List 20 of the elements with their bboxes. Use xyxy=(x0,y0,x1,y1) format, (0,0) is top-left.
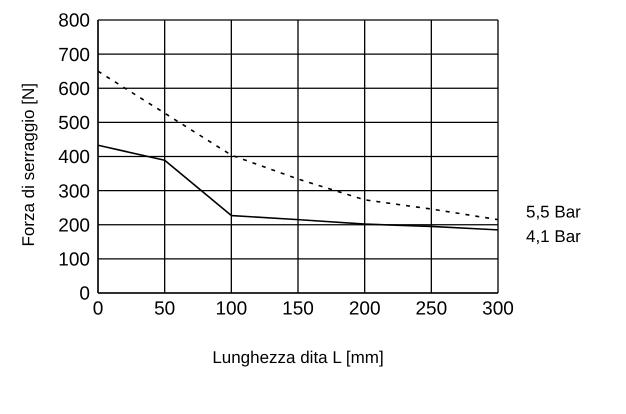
y-tick-label: 400 xyxy=(58,147,90,168)
y-tick-label: 500 xyxy=(58,113,90,134)
y-tick-label: 300 xyxy=(58,181,90,202)
x-tick-label: 50 xyxy=(154,298,176,320)
x-axis-title: Lunghezza dita L [mm] xyxy=(212,348,384,367)
y-tick-label: 800 xyxy=(58,10,90,32)
y-tick-label: 0 xyxy=(79,284,90,305)
y-tick-label: 700 xyxy=(58,44,90,66)
y-tick-label: 600 xyxy=(58,78,90,100)
x-tick-label: 0 xyxy=(92,298,104,320)
series-label: 5,5 Bar xyxy=(526,202,582,222)
x-tick-label: 300 xyxy=(482,298,514,320)
x-tick-label: 200 xyxy=(348,298,381,320)
y-tick-label: 200 xyxy=(58,215,90,236)
series-label: 4,1 Bar xyxy=(526,226,582,246)
x-tick-label: 100 xyxy=(215,298,248,320)
x-tick-label: 150 xyxy=(282,298,314,320)
x-tick-label: 250 xyxy=(415,298,448,320)
y-axis-title: Forza di serraggio [N] xyxy=(19,83,38,246)
y-tick-label: 100 xyxy=(58,250,90,271)
